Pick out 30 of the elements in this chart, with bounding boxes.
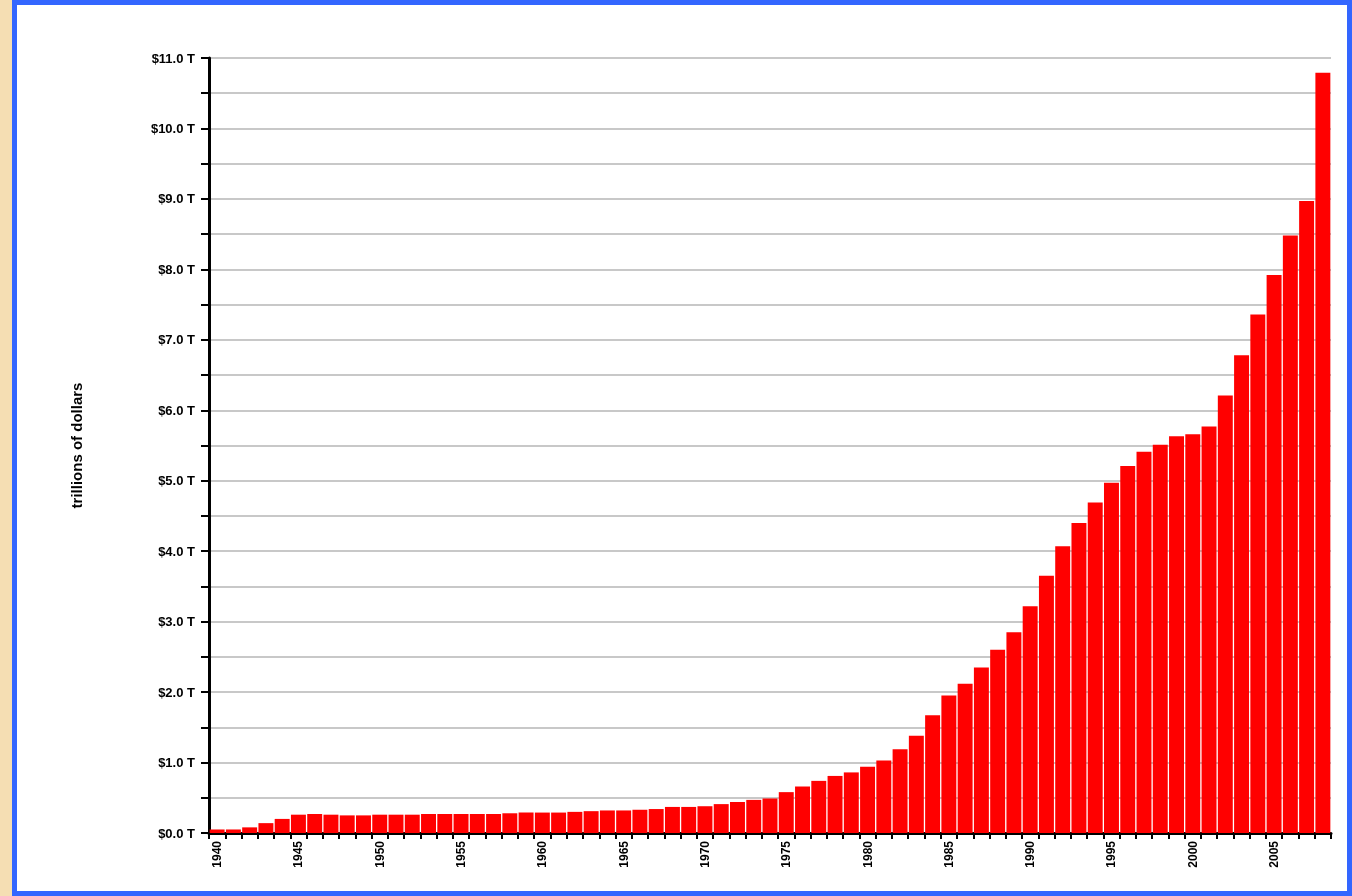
x-tick-label: 1985: [941, 840, 956, 868]
y-tick-label: $0.0 T: [158, 825, 196, 841]
x-tick-label: 1940: [210, 840, 225, 868]
x-tick-label: 1955: [454, 840, 469, 868]
x-tick-label: 2005: [1267, 840, 1282, 868]
y-tick-label: $8.0 T: [158, 261, 196, 277]
x-tick-label: 1975: [779, 840, 794, 868]
bar: [762, 798, 778, 833]
x-tick-label: 1995: [1104, 840, 1119, 868]
y-tick-label: $4.0 T: [158, 543, 196, 559]
x-tick-label: 1990: [1023, 840, 1038, 868]
y-axis-title: trillions of dollars: [68, 382, 85, 509]
y-tick-label: $10.0 T: [150, 120, 196, 136]
y-tick-label: $7.0 T: [158, 332, 196, 348]
y-tick-label: $1.0 T: [158, 755, 196, 771]
x-tick-label: 1960: [535, 840, 550, 868]
x-tick-label: 1980: [860, 840, 875, 868]
y-tick-label: $2.0 T: [158, 684, 196, 700]
x-tick-label: 1965: [616, 840, 631, 868]
x-tick-label: 2000: [1185, 840, 1200, 868]
y-tick-label: $5.0 T: [158, 473, 196, 489]
x-tick-label: 1945: [291, 840, 306, 868]
y-tick-label: $6.0 T: [158, 402, 196, 418]
y-tick-label: $3.0 T: [158, 614, 196, 630]
bar: [1136, 451, 1152, 833]
x-tick-label: 1970: [697, 840, 712, 868]
y-tick-label: $9.0 T: [158, 191, 196, 207]
bar: [388, 814, 404, 833]
y-tick-label: $11.0 T: [151, 50, 196, 66]
x-tick-label: 1950: [372, 840, 387, 868]
